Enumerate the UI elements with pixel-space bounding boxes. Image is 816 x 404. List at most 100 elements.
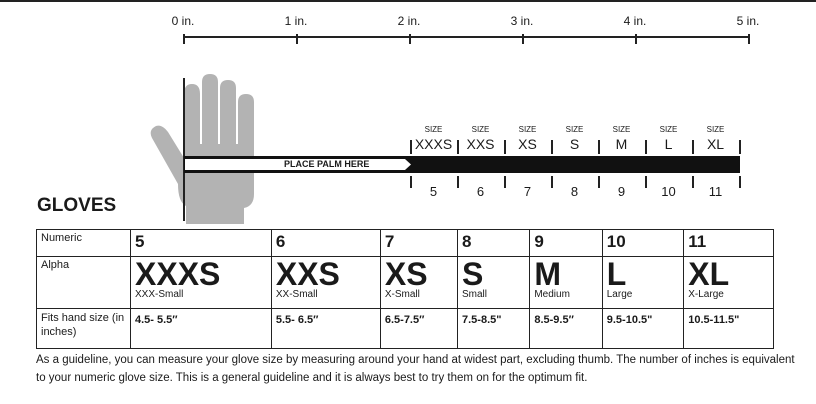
- fits-value: 4.5- 5.5″: [135, 314, 178, 326]
- alpha-cell: M Medium: [529, 256, 603, 309]
- size-word: SIZE: [565, 125, 584, 134]
- size-word: SIZE: [424, 125, 443, 134]
- palm-label: PLACE PALM HERE: [284, 159, 370, 169]
- size-tick: [739, 140, 741, 154]
- size-tick: [551, 140, 553, 154]
- palm-arrow: [185, 159, 411, 170]
- fits-value: 8.5-9.5″: [534, 314, 574, 326]
- numeric-value: 5: [135, 232, 145, 251]
- size-label: SIZE S: [551, 125, 598, 152]
- alpha-cell: XXXS XXX-Small: [130, 256, 272, 309]
- size-tick: [410, 140, 412, 154]
- alpha-code: XXXS: [135, 256, 221, 292]
- size-code: XXS: [466, 136, 495, 152]
- size-number: 10: [661, 184, 676, 199]
- size-tick: [598, 176, 600, 188]
- table-row-numeric: Numeric 5 6 7 8 9 10 11: [36, 229, 774, 257]
- fits-cell: 5.5- 6.5″: [270, 308, 381, 349]
- size-tick: [598, 140, 600, 154]
- numeric-value: 7: [384, 232, 395, 251]
- alpha-cell: XS X-Small: [379, 256, 459, 309]
- ruler-tick: [409, 34, 411, 44]
- fits-cell: 7.5-8.5": [456, 308, 531, 349]
- size-number: 7: [523, 184, 532, 199]
- numeric-cell: 10: [601, 229, 685, 257]
- size-code: L: [664, 136, 673, 152]
- fits-value: 5.5- 6.5″: [275, 314, 319, 326]
- row-label: Numeric: [36, 229, 131, 257]
- fits-cell: 8.5-9.5″: [529, 308, 603, 349]
- glove-icon: [150, 74, 254, 224]
- numeric-value: 10: [606, 232, 626, 251]
- numeric-cell: 9: [529, 229, 603, 257]
- row-label: Fits hand size (in inches): [36, 308, 131, 349]
- top-rule: [0, 0, 816, 2]
- size-tick: [645, 140, 647, 154]
- size-word: SIZE: [706, 125, 725, 134]
- size-number: 5: [429, 184, 438, 199]
- alpha-code: S: [462, 256, 484, 292]
- size-table: Numeric 5 6 7 8 9 10 11 Alpha XXXS XXX-Small XXS XX…: [36, 229, 774, 349]
- alpha-full: Medium: [534, 289, 570, 300]
- numeric-cell: 11: [683, 229, 774, 257]
- size-tick: [692, 140, 694, 154]
- size-tick: [504, 140, 506, 154]
- ruler-label: 5 in.: [736, 14, 760, 28]
- size-word: SIZE: [471, 125, 490, 134]
- alpha-cell: XXS XX-Small: [270, 256, 381, 309]
- fits-cell: 9.5-10.5": [601, 308, 685, 349]
- size-label: SIZE L: [645, 125, 692, 152]
- fits-cell: 10.5-11.5": [683, 308, 774, 349]
- size-word: SIZE: [518, 125, 537, 134]
- size-number: 6: [476, 184, 485, 199]
- ruler-tick: [748, 34, 750, 44]
- size-number: 8: [570, 184, 579, 199]
- size-code: S: [569, 136, 580, 152]
- ruler-label: 1 in.: [284, 14, 308, 28]
- size-tick: [551, 176, 553, 188]
- alpha-cell: S Small: [456, 256, 531, 309]
- numeric-cell: 8: [456, 229, 531, 257]
- size-tick: [645, 176, 647, 188]
- fits-cell: 4.5- 5.5″: [130, 308, 272, 349]
- numeric-value: 8: [462, 232, 472, 251]
- row-label: Alpha: [36, 256, 131, 309]
- fits-value: 10.5-11.5": [688, 314, 740, 326]
- alpha-full: XXX-Small: [135, 289, 184, 300]
- table-row-alpha: Alpha XXXS XXX-Small XXS XX-Small XS X-Small S S…: [36, 256, 774, 309]
- fits-value: 6.5-7.5″: [384, 314, 425, 326]
- fits-cell: 6.5-7.5″: [379, 308, 459, 349]
- size-number: 9: [617, 184, 626, 199]
- size-tick: [457, 176, 459, 188]
- gloves-title: GLOVES: [37, 195, 117, 216]
- alpha-cell: L Large: [601, 256, 685, 309]
- footnote: As a guideline, you can measure your glo…: [36, 354, 795, 384]
- ruler-tick: [522, 34, 524, 44]
- alpha-full: X-Large: [688, 289, 724, 300]
- size-label: SIZE XL: [692, 125, 739, 152]
- size-tick: [504, 176, 506, 188]
- table-row-fits: Fits hand size (in inches) 4.5- 5.5″ 5.5- …: [36, 308, 774, 349]
- ruler-tick: [635, 34, 637, 44]
- size-word: SIZE: [659, 125, 678, 134]
- numeric-cell: 6: [270, 229, 381, 257]
- size-number: 11: [708, 184, 723, 199]
- alpha-code: XL: [688, 256, 730, 292]
- numeric-value: 9: [534, 232, 544, 251]
- size-code: XXXS: [414, 136, 453, 152]
- size-label: SIZE XXS: [457, 125, 504, 152]
- size-code: XL: [706, 136, 725, 152]
- palm-edge-line: [183, 78, 185, 221]
- size-code: XS: [518, 136, 537, 152]
- size-word: SIZE: [612, 125, 631, 134]
- alpha-code: XS: [384, 256, 428, 292]
- alpha-code: M: [534, 256, 561, 292]
- alpha-full: XX-Small: [275, 289, 318, 300]
- size-label: SIZE M: [598, 125, 645, 152]
- ruler-tick: [183, 34, 185, 44]
- size-label: SIZE XS: [504, 125, 551, 152]
- numeric-cell: 7: [379, 229, 459, 257]
- size-tick: [457, 140, 459, 154]
- size-tick: [739, 176, 741, 188]
